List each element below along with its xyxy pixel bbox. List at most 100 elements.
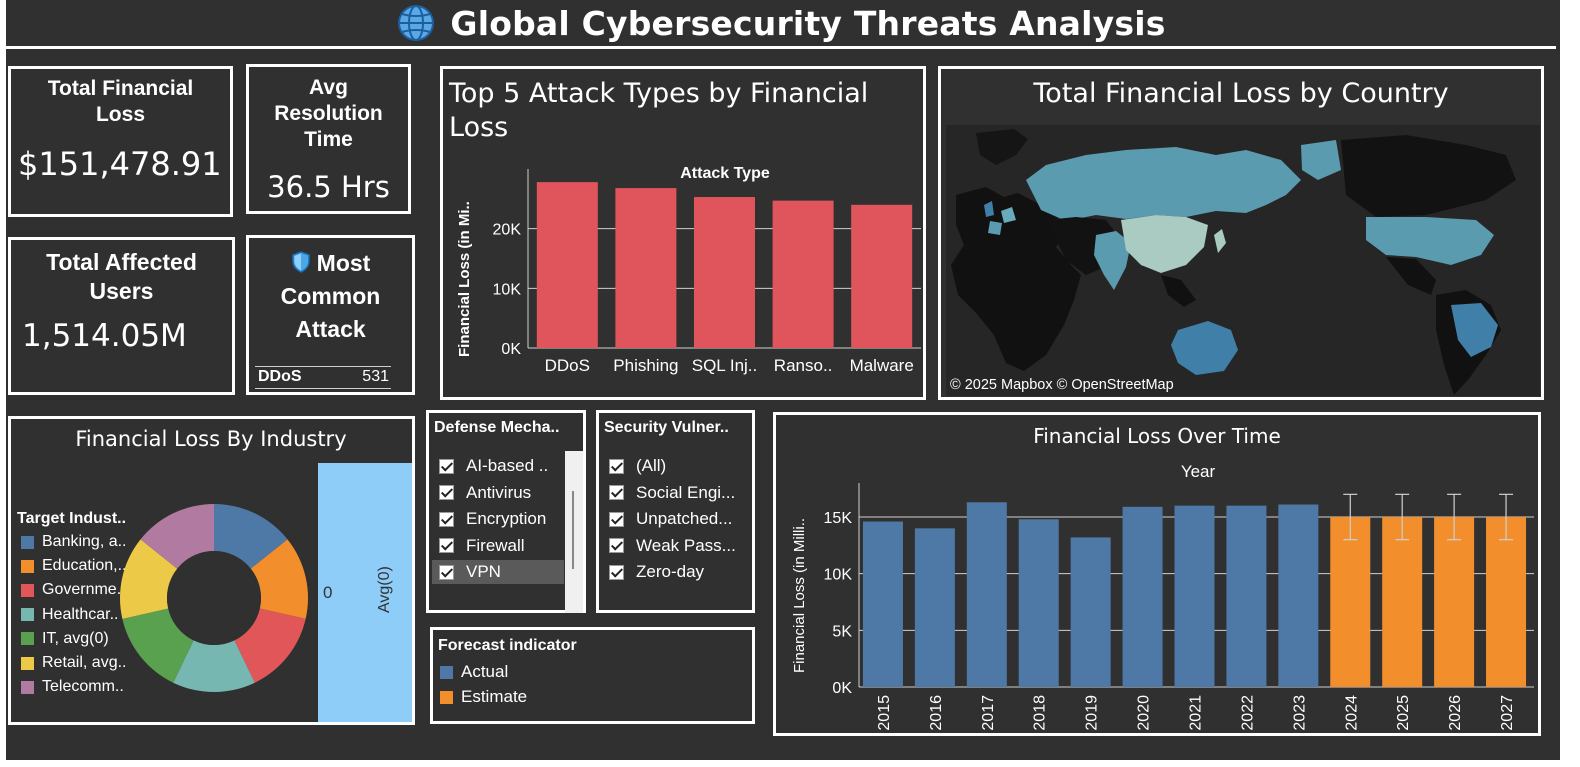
filter-option-label: Unpatched... xyxy=(636,509,733,529)
donut-slice-3[interactable] xyxy=(234,608,306,683)
x-tick-label: 2019 xyxy=(1084,695,1101,731)
legend-item[interactable]: Healthcar.. xyxy=(21,606,118,624)
industry-donut-chart xyxy=(120,504,308,692)
filter-option[interactable]: Unpatched... xyxy=(609,507,732,531)
scrollbar-thumb[interactable] xyxy=(572,491,574,569)
legend-label: IT, avg(0) xyxy=(42,629,109,647)
donut-slice-4[interactable] xyxy=(173,640,255,692)
kpi-label: Most Common Attack xyxy=(249,247,412,346)
checkbox[interactable] xyxy=(609,458,624,474)
kpi-value: 36.5 Hrs xyxy=(267,170,390,204)
defense-scrollbar[interactable] xyxy=(565,451,583,613)
bar-2026[interactable] xyxy=(1434,517,1475,687)
forecast-legend-item[interactable]: Actual xyxy=(440,662,508,682)
chart-title: Top 5 Attack Types by Financial Loss xyxy=(449,78,869,143)
map-attribution[interactable]: © 2025 Mapbox © OpenStreetMap xyxy=(950,377,1174,393)
x-tick-label: 2023 xyxy=(1291,695,1308,731)
x-tick-label: 2015 xyxy=(876,695,893,731)
map-country-india xyxy=(1094,231,1131,290)
chart-title: Total Financial Loss by Country xyxy=(1033,78,1449,109)
donut-slice-5[interactable] xyxy=(122,608,194,683)
x-tick-label: Malware xyxy=(850,356,914,375)
y-tick-label: 10K xyxy=(493,281,522,298)
filter-option[interactable]: AI-based .. xyxy=(439,454,548,478)
checkbox[interactable] xyxy=(609,564,624,580)
checkbox[interactable] xyxy=(609,538,624,554)
y-tick-label: 0K xyxy=(832,680,852,697)
bar-2022[interactable] xyxy=(1226,505,1267,687)
bar-2023[interactable] xyxy=(1278,504,1319,687)
bar-3[interactable] xyxy=(694,197,755,348)
bar-2018[interactable] xyxy=(1018,519,1059,687)
legend-swatch xyxy=(21,535,34,549)
legend-label: Banking, a.. xyxy=(42,533,127,550)
industry-avg-bar[interactable]: 0 Avg(0) xyxy=(318,463,412,722)
legend-item[interactable]: IT, avg(0) xyxy=(21,630,109,648)
legend-item[interactable]: Telecomm.. xyxy=(21,678,124,696)
legend-item[interactable]: Education,.. xyxy=(21,557,127,575)
filter-option-label: Encryption xyxy=(466,509,547,529)
y-tick-label: 15K xyxy=(824,510,853,527)
bar-2027[interactable] xyxy=(1486,517,1527,687)
over-time-chart: Year Financial Loss (in Milli.. 0K 5K 10K 1… xyxy=(791,462,1534,731)
checkbox[interactable] xyxy=(439,564,454,580)
filter-option[interactable]: (All) xyxy=(609,454,666,478)
y-tick-label: 10K xyxy=(824,567,853,584)
legend-swatch xyxy=(21,680,34,694)
forecast-legend-item[interactable]: Estimate xyxy=(440,687,527,707)
bar-2019[interactable] xyxy=(1070,537,1111,687)
bar-2016[interactable] xyxy=(914,528,955,687)
top5-attacks-panel: Top 5 Attack Types by Financial Loss Att… xyxy=(440,66,926,400)
legend-title: Forecast indicator xyxy=(438,637,577,654)
filter-option[interactable]: Encryption xyxy=(439,507,546,531)
checkbox[interactable] xyxy=(439,538,454,554)
bar-2024[interactable] xyxy=(1330,517,1371,687)
bar-2021[interactable] xyxy=(1174,505,1215,687)
legend-item[interactable]: Governme.. xyxy=(21,581,126,599)
attack-count: 531 xyxy=(362,368,389,385)
checkbox[interactable] xyxy=(609,485,624,501)
bar-2015[interactable] xyxy=(862,521,903,687)
filter-option[interactable]: Zero-day xyxy=(609,560,704,584)
chart-title: Financial Loss By Industry xyxy=(75,427,347,451)
filter-option[interactable]: Antivirus xyxy=(439,481,531,505)
filter-option[interactable]: Social Engi... xyxy=(609,481,735,505)
filter-title: Security Vulner.. xyxy=(604,419,729,436)
map-land-canada xyxy=(1341,135,1516,217)
legend-item[interactable]: Banking, a.. xyxy=(21,533,127,551)
x-axis-title: Attack Type xyxy=(680,165,770,182)
checkbox[interactable] xyxy=(609,511,624,527)
donut-slice-6[interactable] xyxy=(120,539,178,619)
bar-2[interactable] xyxy=(615,188,677,348)
donut-hole xyxy=(167,551,261,645)
world-map[interactable]: © 2025 Mapbox © OpenStreetMap xyxy=(946,125,1540,396)
map-land-europe-africa xyxy=(951,187,1081,371)
checkbox[interactable] xyxy=(439,458,454,474)
y-tick-label: 0K xyxy=(501,341,521,358)
filter-option[interactable]: VPN xyxy=(432,560,564,585)
x-tick-label: 2020 xyxy=(1136,695,1153,731)
bar-5[interactable] xyxy=(851,204,913,348)
bar-1[interactable] xyxy=(536,182,598,348)
filter-option-label: Social Engi... xyxy=(636,482,736,502)
y-tick-label: 5K xyxy=(832,623,852,640)
filter-option-label: (All) xyxy=(636,456,667,475)
x-axis-title: Year xyxy=(1181,462,1216,481)
checkbox[interactable] xyxy=(439,485,454,501)
filter-option[interactable]: Firewall xyxy=(439,534,525,558)
bar-2020[interactable] xyxy=(1122,506,1163,687)
donut-slice-7[interactable] xyxy=(140,504,214,569)
bar-4[interactable] xyxy=(772,200,834,348)
x-tick-label: Ranso.. xyxy=(774,356,833,375)
bar-2025[interactable] xyxy=(1382,517,1423,687)
donut-slice-1[interactable] xyxy=(214,504,288,569)
filter-option-label: VPN xyxy=(466,562,501,582)
map-land-alaska xyxy=(1301,140,1341,180)
kpi-label: Total Financial Loss xyxy=(47,77,194,126)
bar-2017[interactable] xyxy=(966,502,1007,687)
forecast-indicator-legend: Forecast indicator Actual Estimate xyxy=(430,627,755,724)
checkbox[interactable] xyxy=(439,511,454,527)
donut-slice-2[interactable] xyxy=(250,539,308,619)
legend-item[interactable]: Retail, avg.. xyxy=(21,654,126,672)
filter-option[interactable]: Weak Pass... xyxy=(609,534,736,558)
